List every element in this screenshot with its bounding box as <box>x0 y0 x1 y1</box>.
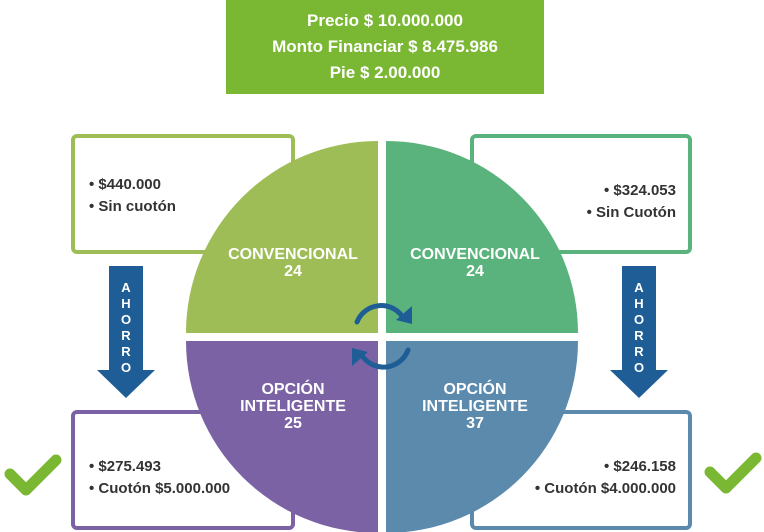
quadrant-title: CONVENCIONAL <box>410 246 540 263</box>
quadrant-title-line2: INTELIGENTE <box>422 398 528 415</box>
box-conventional-left: $440.000 Sin cuotón <box>71 134 295 254</box>
cycle-arrowhead-bottom <box>352 348 368 366</box>
quadrant-title-line1: OPCIÓN <box>443 381 507 398</box>
financing-amount-text: Monto Financiar $ 8.475.986 <box>272 37 498 56</box>
quadrant-label-bottom-right: OPCIÓN INTELIGENTE 37 <box>380 381 570 432</box>
quadrant-top-left <box>186 141 378 333</box>
box-value: $324.053 <box>587 180 676 202</box>
quadrant-label-top-left: CONVENCIONAL 24 <box>198 246 388 280</box>
quadrant-number: 24 <box>284 263 302 280</box>
quadrant-number: 25 <box>284 415 302 432</box>
box-detail: Sin cuotón <box>89 196 176 218</box>
box-detail: Cuotón $5.000.000 <box>89 478 230 500</box>
box-smart-option-left: $275.493 Cuotón $5.000.000 <box>71 410 295 530</box>
quadrant-label-bottom-left: OPCIÓN INTELIGENTE 25 <box>198 381 388 432</box>
quadrant-number: 24 <box>466 263 484 280</box>
checkmark-icon <box>704 452 762 494</box>
quadrant-bottom-left <box>186 341 378 532</box>
price-summary-banner: Precio $ 10.000.000 Monto Financiar $ 8.… <box>226 0 544 94</box>
quadrant-number: 37 <box>466 415 484 432</box>
box-value: $440.000 <box>89 174 176 196</box>
quadrant-title-line1: OPCIÓN <box>261 381 325 398</box>
down-payment-text: Pie $ 2.00.000 <box>329 63 441 82</box>
quadrant-title: CONVENCIONAL <box>228 246 358 263</box>
box-detail: Sin Cuotón <box>587 202 676 224</box>
cycle-arrowhead-top <box>396 306 412 324</box>
box-value: $275.493 <box>89 456 230 478</box>
cycle-arrows-icon <box>354 303 411 370</box>
quadrant-label-top-right: CONVENCIONAL 24 <box>380 246 570 280</box>
savings-arrow-left <box>97 266 155 398</box>
quadrant-top-right <box>386 141 578 333</box>
quadrant-bottom-right <box>386 341 578 532</box>
box-detail: Cuotón $4.000.000 <box>535 478 676 500</box>
savings-arrow-right <box>610 266 668 398</box>
box-value: $246.158 <box>535 456 676 478</box>
checkmark-icon <box>4 454 62 496</box>
quadrant-title-line2: INTELIGENTE <box>240 398 346 415</box>
price-text: Precio $ 10.000.000 <box>307 11 463 30</box>
